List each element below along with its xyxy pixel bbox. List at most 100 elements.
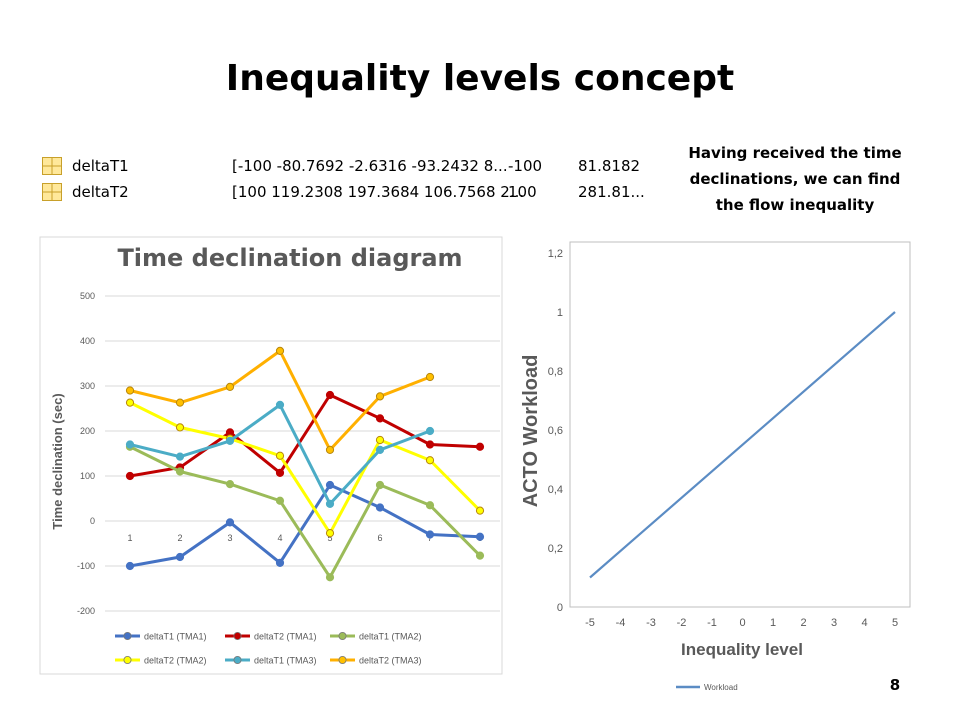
y-tick-label: 200: [80, 426, 95, 436]
data-point: [175, 467, 185, 476]
y-tick-label: 400: [80, 336, 95, 346]
data-point: [375, 445, 385, 454]
legend-swatch-marker: [233, 632, 242, 641]
x-tick-label: -5: [585, 617, 595, 629]
data-point: [375, 503, 385, 512]
data-point: [375, 414, 385, 423]
legend-swatch-marker: [233, 656, 242, 665]
data-point: [375, 392, 385, 401]
table-variable-icon: [42, 157, 62, 175]
y-tick-label: -200: [77, 606, 95, 616]
data-point: [325, 445, 335, 454]
series-line: [129, 393, 481, 478]
series-line: [129, 483, 481, 568]
legend-swatch-marker: [338, 632, 347, 641]
variable-name: deltaT1: [72, 157, 129, 175]
legend-label: deltaT2 (TMA3): [359, 656, 422, 666]
data-point: [475, 532, 485, 541]
x-axis-label: Inequality level: [681, 640, 803, 659]
data-point: [275, 400, 285, 409]
plot-border: [569, 241, 911, 608]
y-axis-label: ACTO Workload: [520, 355, 542, 508]
data-point: [375, 480, 385, 490]
x-tick-label: 5: [327, 533, 332, 543]
x-tick-label: -2: [677, 617, 687, 629]
data-point: [175, 423, 185, 432]
y-tick-label: 1,2: [548, 248, 563, 260]
data-point: [175, 452, 185, 461]
x-tick-label: 3: [227, 533, 232, 543]
y-tick-label: 0,2: [548, 543, 563, 555]
variables-table: deltaT1 [-100 -80.7692 -2.6316 -93.2432 …: [40, 152, 645, 210]
data-point: [425, 501, 435, 510]
legend-swatch-marker: [123, 632, 132, 641]
variable-min: -100: [508, 157, 543, 175]
variable-name: deltaT2: [72, 183, 129, 201]
y-tick-label: 100: [80, 471, 95, 481]
variable-row: deltaT1 [-100 -80.7692 -2.6316 -93.2432 …: [40, 154, 640, 178]
y-tick-label: 0,6: [548, 425, 563, 437]
note-line: Having received the time: [688, 144, 902, 162]
y-tick-label: 300: [80, 381, 95, 391]
legend-label: deltaT1 (TMA1): [144, 632, 207, 642]
data-point: [425, 372, 435, 382]
legend-label: Workload: [704, 683, 738, 692]
data-point: [425, 440, 435, 449]
x-tick-label: 3: [831, 617, 837, 629]
data-point: [275, 451, 285, 460]
legend-label: deltaT1 (TMA3): [254, 656, 317, 666]
data-point: [125, 471, 135, 481]
table-variable-icon: [42, 183, 62, 201]
data-point: [475, 442, 485, 451]
note-line: declinations, we can find: [689, 170, 901, 188]
x-tick-label: 1: [127, 533, 132, 543]
x-tick-label: 2: [177, 533, 182, 543]
data-point: [225, 480, 235, 489]
y-axis-label: Time declination (sec): [50, 393, 65, 529]
chart-border: [39, 236, 503, 675]
series-line: [129, 349, 431, 452]
data-point: [125, 440, 135, 449]
x-tick-label: 6: [377, 533, 382, 543]
explanation-note: Having received the time declinations, w…: [655, 140, 935, 218]
series-line: [589, 311, 896, 579]
data-point: [275, 496, 285, 505]
data-point: [125, 561, 135, 571]
variable-row: deltaT2 [100 119.2308 197.3684 106.7568 …: [40, 180, 645, 204]
x-tick-label: 2: [800, 617, 806, 629]
variable-value: [100 119.2308 197.3684 106.7568 2...: [232, 183, 525, 201]
x-tick-label: 5: [892, 617, 898, 629]
series-line: [129, 401, 482, 535]
page-number: 8: [889, 676, 901, 694]
legend-label: deltaT1 (TMA2): [359, 632, 422, 642]
data-point: [475, 551, 485, 560]
data-point: [425, 456, 435, 465]
x-tick-label: -4: [616, 617, 626, 629]
y-tick-label: 0,8: [548, 366, 563, 378]
data-point: [325, 529, 335, 538]
data-point: [425, 426, 435, 436]
variable-min: 100: [508, 183, 537, 201]
data-point: [125, 386, 135, 395]
y-tick-label: 0,4: [548, 484, 563, 496]
data-point: [325, 573, 335, 582]
x-tick-label: 1: [770, 617, 776, 629]
variable-value: [-100 -80.7692 -2.6316 -93.2432 8...: [232, 157, 508, 175]
data-point: [175, 398, 185, 407]
data-point: [275, 468, 285, 477]
x-tick-label: -3: [646, 617, 656, 629]
legend-swatch-marker: [123, 656, 132, 665]
data-point: [275, 558, 285, 567]
variable-max: 281.81...: [578, 183, 645, 201]
x-tick-label: -1: [707, 617, 717, 629]
data-point: [125, 398, 135, 407]
legend-label: deltaT2 (TMA1): [254, 632, 317, 642]
data-point: [175, 552, 185, 562]
y-tick-label: 0: [557, 602, 563, 614]
y-tick-label: -100: [77, 561, 95, 571]
note-line: the flow inequality: [715, 196, 875, 214]
data-point: [225, 436, 235, 445]
data-point: [325, 480, 335, 490]
y-tick-label: 0: [90, 516, 95, 526]
